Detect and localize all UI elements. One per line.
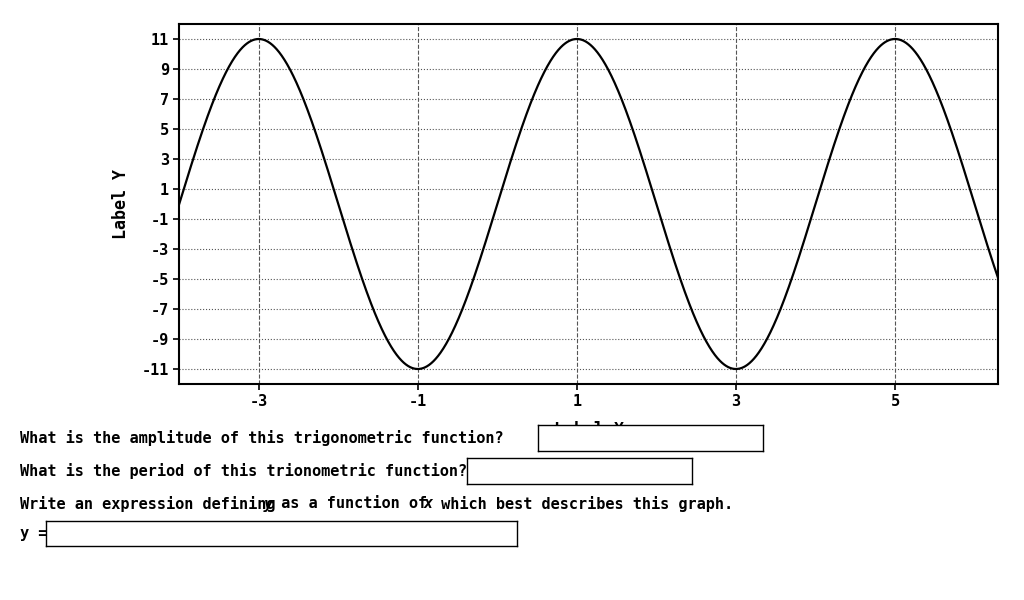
Text: as a function of: as a function of	[272, 496, 436, 511]
Text: which best describes this graph.: which best describes this graph.	[432, 496, 733, 512]
Text: x: x	[424, 496, 433, 511]
Text: What is the amplitude of this trigonometric function?: What is the amplitude of this trigonomet…	[20, 430, 504, 446]
Text: y =: y =	[20, 526, 48, 541]
Text: What is the period of this trionometric function?: What is the period of this trionometric …	[20, 463, 468, 479]
X-axis label: Label X: Label X	[554, 421, 624, 439]
Text: Write an expression defining: Write an expression defining	[20, 496, 285, 512]
Y-axis label: Label Y: Label Y	[113, 169, 130, 239]
Text: y: y	[264, 496, 273, 511]
